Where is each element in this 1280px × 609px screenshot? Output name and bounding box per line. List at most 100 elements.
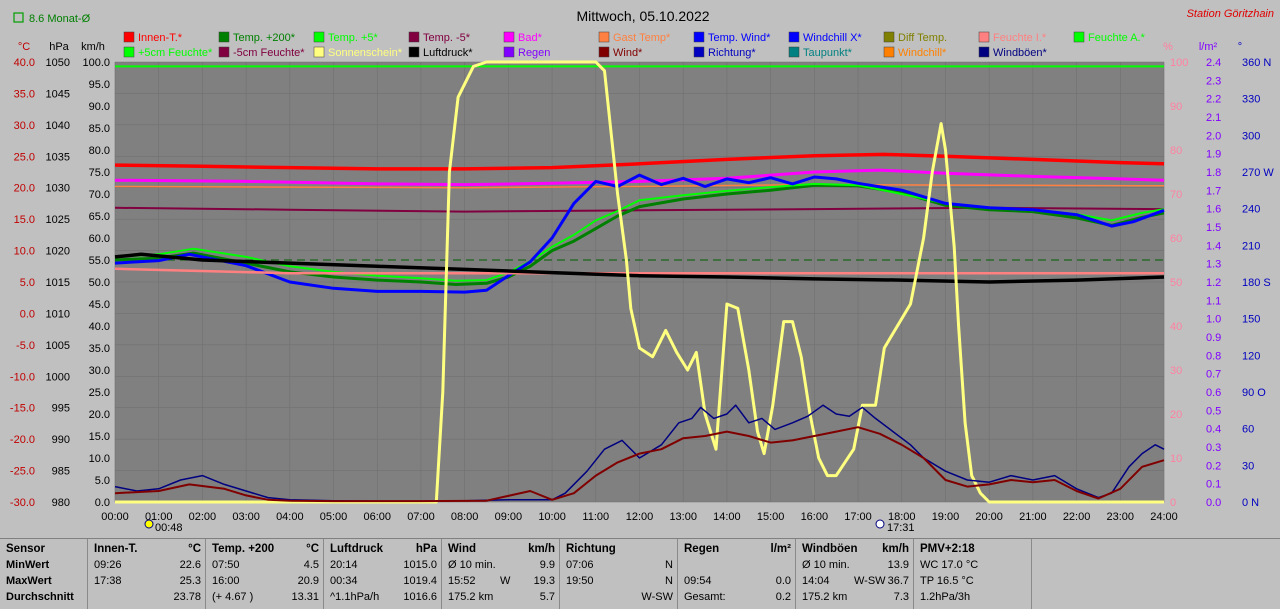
legend-swatch [408,31,420,43]
rain-tick-label: 1.6 [1206,204,1221,216]
stats-cell-value: 20.9 [297,575,319,587]
pct-tick-label: 40 [1170,321,1182,333]
press-tick-label: 990 [52,434,70,446]
legend-swatch [693,46,705,58]
stats-column-title: Luftdruck [330,543,384,555]
pct-tick-label: 30 [1170,365,1182,377]
stats-cell-row: TP 16.5 °C [920,573,1027,589]
stats-cell-time: 175.2 km [802,591,848,603]
stats-column: Regen l/m² 09:54 0.0 Gesamt: 0.2 [678,539,796,609]
stats-cell-value: 19.3 [533,575,555,587]
stats-cell-value: 22.6 [179,559,201,571]
legend-swatch [313,31,325,43]
temp-tick-label: 35.0 [14,88,35,100]
stats-column-header: PMV+2:18 [920,541,1027,557]
series-gast-temp [114,183,1165,189]
pct-tick-label: 20 [1170,409,1182,421]
stats-cell-row: Ø 10 min. 9.9 [448,557,555,573]
legend-swatch [218,46,230,58]
pct-tick-label: 0 [1170,497,1176,509]
stats-column-unit: °C [306,543,319,555]
press-tick-label: 1030 [46,183,70,195]
dir-tick-label: 0 N [1242,497,1259,509]
temp-tick-label: 10.0 [14,246,35,258]
stats-column-title: Temp. +200 [212,543,275,555]
stats-row-label: Durchschnitt [6,591,74,603]
stats-cell-time: 07:06 [566,559,594,571]
dir-tick-label: 120 [1242,350,1260,362]
stats-cell-value: 25.3 [179,575,201,587]
legend-label: Wind* [613,47,643,59]
legend-label: Windchill* [898,47,947,59]
rain-tick-label: 0.1 [1206,479,1221,491]
dir-axis-unit: ° [1238,41,1242,53]
stats-cell-row: W-SW [566,589,673,605]
pct-tick-label: 60 [1170,233,1182,245]
stats-row-label: Sensor [6,543,45,555]
series-sonnenschein [115,60,1164,504]
sunrise-marker: 00:48 [144,519,183,534]
x-tick-label: 22:00 [1063,511,1091,523]
x-tick-label: 01:00 [145,511,173,523]
series-luftdruck [114,252,1165,284]
press-tick-label: 1020 [46,246,70,258]
rain-tick-label: 2.4 [1206,57,1221,69]
press-tick-label: 1000 [46,371,70,383]
wind-tick-label: 10.0 [89,453,110,465]
stats-column: Innen-T. °C 09:26 22.6 17:38 25.3 23.78 [88,539,206,609]
stats-cell-value: 0.2 [775,591,791,603]
pct-tick-label: 90 [1170,101,1182,113]
x-tick-label: 08:00 [451,511,479,523]
stats-cell-row: 07:06 N [566,557,673,573]
stats-cell-row: 00:34 1019.4 [330,573,437,589]
stats-row-labels: Sensor MinWert MaxWert Durchschnitt [0,539,88,609]
stats-column-header: Regen l/m² [684,541,791,557]
temp-tick-label: 40.0 [14,57,35,69]
stats-cell-row: 17:38 25.3 [94,573,201,589]
stats-cell-value: N [665,575,673,587]
x-tick-label: 04:00 [276,511,304,523]
stats-cell-row: Ø 10 min. 13.9 [802,557,909,573]
rain-axis-unit: l/m² [1199,41,1218,53]
stats-column-header: Innen-T. °C [94,541,201,557]
legend-swatch [598,31,610,43]
legend-swatch [693,31,705,43]
rain-tick-label: 0.4 [1206,424,1221,436]
wind-tick-label: 65.0 [89,211,110,223]
stats-column-header: Windböen km/h [802,541,909,557]
legend-swatch [123,31,135,43]
rain-tick-label: 2.0 [1206,130,1221,142]
wind-tick-label: 50.0 [89,277,110,289]
press-tick-label: 995 [52,403,70,415]
legend-swatch [123,46,135,58]
legend-label: Temp. +200* [233,32,296,44]
x-tick-label: 24:00 [1150,511,1178,523]
stats-row-label: MinWert [6,559,50,571]
x-tick-label: 09:00 [495,511,523,523]
series-wind [114,426,1165,503]
rain-tick-label: 1.9 [1206,149,1221,161]
stats-column-title: Windböen [802,543,858,555]
sunset-time: 17:31 [887,522,915,534]
series-feuchte-i [114,267,1164,275]
dir-tick-label: 150 [1242,314,1260,326]
legend-label: +5cm Feuchte* [138,47,213,59]
stats-cell-row: 09:26 22.6 [94,557,201,573]
series-innen-t [114,152,1165,171]
stats-cell-row: (+ 4.67 ) 13.31 [212,589,319,605]
dir-tick-label: 90 O [1242,387,1266,399]
stats-column-unit: hPa [415,543,437,555]
stats-column-unit: l/m² [770,543,791,555]
legend-label: Innen-T.* [138,32,183,44]
dir-tick-label: 300 [1242,130,1260,142]
rain-tick-label: 1.8 [1206,167,1221,179]
sunset-icon [875,519,885,529]
stats-cell-time: 17:38 [94,575,122,587]
x-tick-label: 18:00 [888,511,916,523]
stats-cell-time: 1.2hPa/3h [920,591,971,603]
legend-swatch [788,31,800,43]
legend-swatch [408,46,420,58]
dir-tick-label: 210 [1242,240,1260,252]
wind-tick-label: 30.0 [89,365,110,377]
wind-tick-label: 75.0 [89,167,110,179]
